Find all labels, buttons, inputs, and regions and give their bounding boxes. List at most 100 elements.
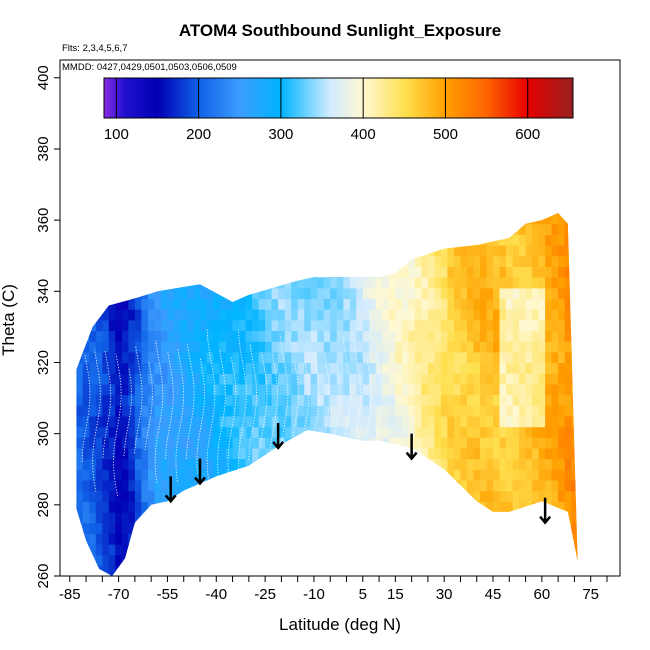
x-tick-label: 75 [582, 586, 599, 603]
heatmap-cell [388, 309, 396, 321]
heatmap-cell [467, 458, 475, 470]
heatmap-cell [108, 351, 116, 364]
heatmap-cell [108, 266, 116, 278]
heatmap-cell [512, 554, 520, 566]
heatmap-cell [571, 426, 578, 438]
heatmap-cell [414, 223, 422, 235]
heatmap-cell [538, 245, 546, 257]
heatmap-cell [128, 351, 136, 364]
heatmap-cell [278, 469, 286, 481]
heatmap-cell [330, 511, 338, 524]
heatmap-cell [245, 426, 253, 438]
heatmap-cell [382, 554, 390, 566]
heatmap-cell [356, 319, 364, 332]
heatmap-cell [434, 309, 442, 321]
heatmap-cell [160, 405, 168, 417]
heatmap-cell [519, 522, 527, 534]
heatmap-cell [180, 511, 188, 524]
heatmap-cell [480, 277, 488, 289]
heatmap-cell [460, 533, 468, 545]
heatmap-cell [421, 266, 429, 278]
heatmap-cell [160, 213, 168, 225]
heatmap-cell [467, 309, 475, 321]
heatmap-cell [349, 266, 357, 278]
heatmap-cell [427, 501, 435, 513]
heatmap-cell [76, 394, 84, 406]
arrow-head [194, 476, 206, 486]
heatmap-cell [284, 223, 292, 235]
heatmap-cell [525, 394, 533, 406]
heatmap-cell [226, 213, 234, 225]
heatmap-cell [336, 255, 344, 267]
heatmap-cell [558, 245, 566, 257]
heatmap-cell [141, 437, 149, 449]
heatmap-cell [356, 255, 364, 267]
heatmap-cell [278, 213, 286, 214]
heatmap-cell [167, 533, 175, 545]
heatmap-cell [343, 255, 351, 267]
heatmap-cell [427, 544, 435, 556]
heatmap-cell [486, 501, 494, 513]
heatmap-cell [180, 309, 188, 321]
heatmap-cell [317, 501, 325, 513]
heatmap-cell [219, 565, 227, 576]
heatmap-cell [271, 426, 279, 438]
heatmap-cell [401, 469, 409, 481]
heatmap-cell [297, 394, 305, 406]
heatmap-cell [108, 309, 116, 321]
heatmap-cell [200, 330, 208, 342]
heatmap-cell [421, 533, 429, 545]
heatmap-cell [577, 447, 578, 460]
x-tick-label: 60 [534, 586, 551, 603]
heatmap-cell [525, 522, 533, 534]
heatmap-cell [271, 266, 279, 278]
heatmap-cell [486, 330, 494, 342]
heatmap-cell [167, 522, 175, 534]
heatmap-cell [147, 330, 155, 342]
heatmap-cell [206, 490, 214, 502]
heatmap-cell [336, 213, 344, 225]
heatmap-cell [310, 383, 318, 396]
heatmap-cell [180, 469, 188, 481]
heatmap-cell [304, 341, 312, 353]
heatmap-cell [141, 383, 149, 396]
heatmap-cell [499, 245, 507, 257]
heatmap-cell [493, 192, 500, 203]
heatmap-cell [447, 383, 455, 396]
heatmap-cell [506, 245, 514, 257]
flight-track [352, 347, 362, 455]
heatmap-cell [154, 192, 161, 203]
heatmap-cell [551, 213, 559, 225]
heatmap-cell [525, 277, 533, 289]
heatmap-cell [278, 415, 286, 428]
heatmap-cell [434, 213, 442, 214]
heatmap-cell [180, 213, 188, 214]
heatmap-cell [427, 394, 435, 406]
heatmap-cell [102, 330, 110, 342]
heatmap-cell [447, 341, 455, 353]
heatmap-cell [336, 223, 344, 235]
heatmap-cell [460, 277, 468, 289]
heatmap-cell [506, 437, 514, 449]
heatmap-cell [232, 554, 240, 566]
heatmap-cell [408, 458, 416, 470]
heatmap-cell [414, 266, 422, 278]
heatmap-cell [258, 277, 266, 289]
heatmap-cell [206, 341, 214, 353]
heatmap-cell [382, 309, 390, 321]
heatmap-cell [226, 362, 234, 374]
heatmap-cell [427, 234, 435, 246]
flight-track [144, 360, 153, 451]
heatmap-cell [232, 330, 240, 342]
heatmap-cell [239, 469, 247, 481]
heatmap-cell [440, 554, 448, 566]
heatmap-cell [115, 511, 123, 524]
heatmap-cell [232, 213, 240, 225]
heatmap-cell [304, 287, 312, 300]
heatmap-cell [174, 277, 182, 289]
heatmap-cell [193, 330, 201, 342]
heatmap-cell [375, 287, 383, 300]
heatmap-cell [545, 319, 553, 332]
heatmap-cell [519, 533, 527, 545]
heatmap-cell [297, 341, 305, 353]
